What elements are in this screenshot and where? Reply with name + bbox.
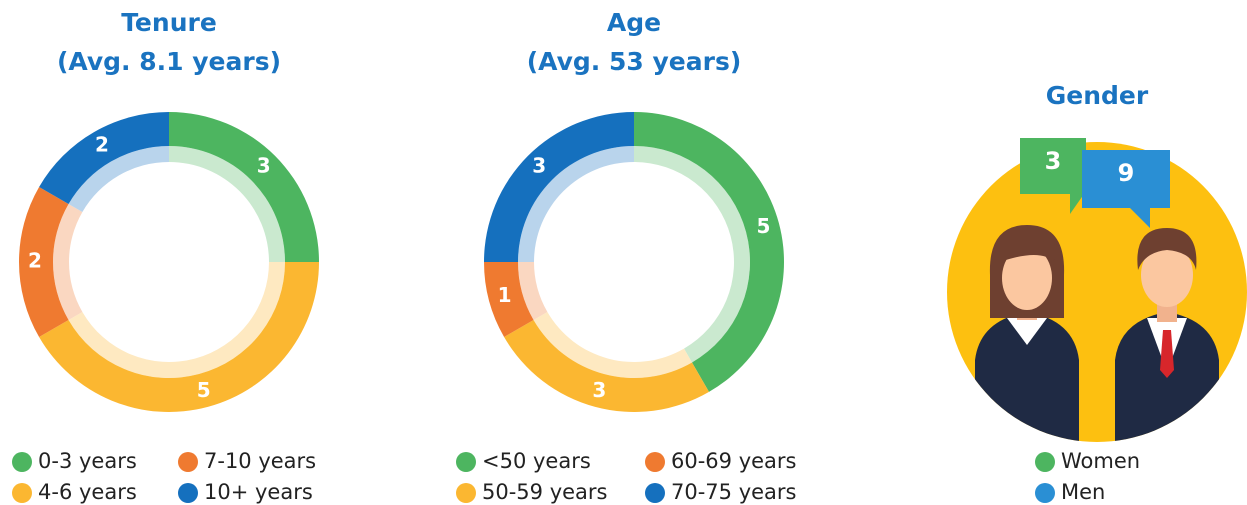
value-label: 2 xyxy=(95,132,109,156)
value-label: 5 xyxy=(197,378,211,402)
legend-label: 7-10 years xyxy=(204,449,316,473)
value-label: 3 xyxy=(257,154,271,178)
legend-label: 0-3 years xyxy=(38,449,137,473)
value-label: 5 xyxy=(756,214,770,238)
legend-marker xyxy=(645,483,665,503)
legend-label: Women xyxy=(1061,449,1140,473)
value-label: 3 xyxy=(1045,147,1062,175)
infographic: Tenure (Avg. 8.1 years) 3 5 2 2 0-3 years 4-6 y… xyxy=(0,0,1247,505)
legend-label: 60-69 years xyxy=(671,449,797,473)
legend-label: 10+ years xyxy=(204,480,313,504)
legend-label: 70-75 years xyxy=(671,480,797,504)
value-label: 2 xyxy=(28,249,42,273)
legend-marker xyxy=(645,452,665,472)
chart-title: Gender xyxy=(1046,81,1149,110)
chart-subtitle: (Avg. 8.1 years) xyxy=(57,47,281,76)
legend-marker xyxy=(12,452,32,472)
legend-marker xyxy=(456,483,476,503)
value-label: 3 xyxy=(592,378,606,402)
chart-title: Age xyxy=(607,8,661,37)
legend-marker xyxy=(456,452,476,472)
legend-marker xyxy=(1035,483,1055,503)
legend-label: Men xyxy=(1061,480,1105,504)
value-label: 1 xyxy=(498,283,512,307)
value-label: 9 xyxy=(1118,159,1135,187)
value-label: 3 xyxy=(532,154,546,178)
legend-label: 50-59 years xyxy=(482,480,608,504)
legend-marker xyxy=(178,452,198,472)
legend-marker xyxy=(1035,452,1055,472)
legend-marker xyxy=(12,483,32,503)
chart-title: Tenure xyxy=(121,8,217,37)
chart-subtitle: (Avg. 53 years) xyxy=(527,47,742,76)
legend-marker xyxy=(178,483,198,503)
legend-label: 4-6 years xyxy=(38,480,137,504)
legend-label: <50 years xyxy=(482,449,591,473)
